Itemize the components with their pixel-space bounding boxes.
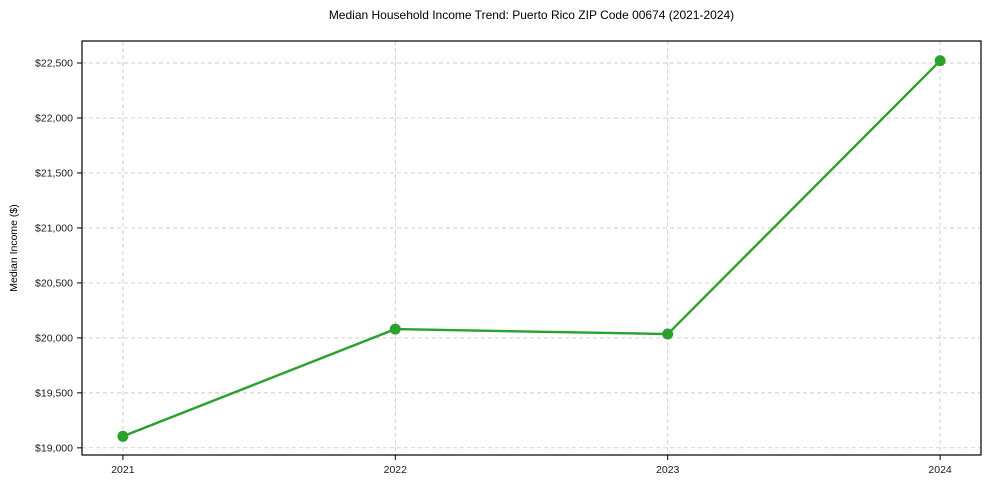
plot-border: [81, 40, 982, 456]
data-point-2022: [389, 323, 401, 335]
y-tick-label: $19,000: [35, 442, 73, 454]
x-tick-label: 2023: [656, 464, 680, 476]
y-tick-label: $21,500: [35, 167, 73, 179]
data-point-2023: [662, 328, 674, 340]
y-tick-label: $22,000: [35, 112, 73, 124]
x-tick-label: 2022: [384, 464, 408, 476]
y-tick-label: $21,000: [35, 222, 73, 234]
trend-line: [121, 59, 942, 438]
y-tick-label: $22,500: [35, 57, 73, 69]
chart-title: Median Household Income Trend: Puerto Ri…: [328, 8, 735, 22]
y-tick-label: $20,000: [35, 332, 73, 344]
y-tick-label: $20,500: [35, 277, 73, 289]
data-point-2021: [117, 430, 129, 442]
x-tick-label: 2024: [928, 464, 952, 476]
data-point-2024: [934, 55, 946, 67]
y-tick-label: $19,500: [35, 387, 73, 399]
x-tick-label: 2021: [111, 464, 135, 476]
